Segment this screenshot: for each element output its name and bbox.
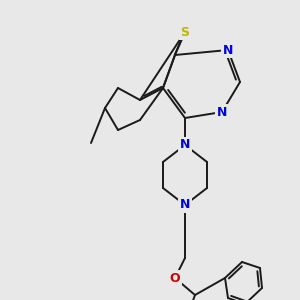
Text: N: N (223, 44, 233, 56)
Text: O: O (170, 272, 180, 284)
Text: N: N (180, 199, 190, 212)
Text: N: N (180, 139, 190, 152)
Text: S: S (181, 26, 190, 38)
Text: N: N (217, 106, 227, 118)
